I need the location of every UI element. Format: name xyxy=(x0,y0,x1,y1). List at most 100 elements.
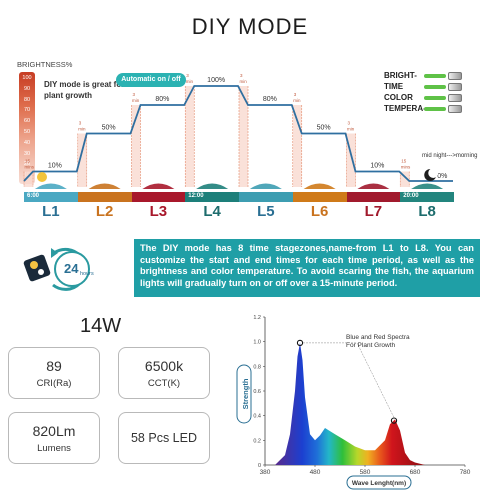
ramp-band xyxy=(292,105,302,187)
spec-value: 89 xyxy=(46,358,62,374)
segment-bump xyxy=(196,183,229,189)
ramp-duration-label: 3 xyxy=(240,73,243,78)
level-percent-l3: 80% xyxy=(155,96,169,103)
brightness-scale-bar: 100908070605040302010 xyxy=(19,72,35,184)
ramp-band xyxy=(185,86,195,187)
slider-knob-icon xyxy=(448,93,462,102)
ramp-duration-unit: mins xyxy=(401,165,411,170)
y-tick-label: 0.6 xyxy=(253,389,261,395)
ramp-duration-label: 3 xyxy=(133,92,136,97)
24-hours-clock-icon: 24 hours xyxy=(23,247,94,291)
segment-bump xyxy=(303,183,336,189)
ramp-band xyxy=(400,171,410,187)
x-tick-label: 380 xyxy=(260,469,271,476)
level-label-l1: L1 xyxy=(42,203,60,220)
y-label-pill xyxy=(236,364,252,424)
spec-value: 6500k xyxy=(144,358,184,374)
time-label-l8: 20:00 xyxy=(403,193,419,199)
diy-note: DIY mode is great for plant growth xyxy=(44,80,125,100)
segment-l5 xyxy=(239,192,293,202)
slider-knob-icon xyxy=(448,104,462,113)
ramp-band xyxy=(77,133,87,187)
ramp-duration-unit: min xyxy=(240,79,248,84)
spectrum-annotation: Blue and Red Spectra xyxy=(346,334,410,341)
auto-on-off-badge: Automatic on / off xyxy=(116,73,186,87)
legend-brightness: BRIGHT- xyxy=(384,71,462,80)
segment-bump xyxy=(34,183,67,189)
level-label-l3: L3 xyxy=(149,203,168,220)
clock-number: 24 xyxy=(64,261,79,276)
brightness-tick: 60 xyxy=(23,118,31,125)
legend-color: COLOR xyxy=(384,93,462,102)
spec-unit: Lumens xyxy=(37,443,71,454)
annotation-leader xyxy=(356,342,395,418)
spectrum-peak-marker xyxy=(296,339,304,347)
brightness-tick: 90 xyxy=(23,85,31,92)
ramp-duration-unit: min xyxy=(186,79,194,84)
y-tick-label: 1.0 xyxy=(253,340,261,346)
slider-knob-icon xyxy=(448,82,462,91)
segment-bump xyxy=(357,183,390,189)
x-tick-label: 780 xyxy=(460,469,471,476)
segment-bump xyxy=(249,183,282,189)
ramp-band xyxy=(24,171,33,187)
brightness-tick: 20 xyxy=(23,161,31,168)
ramp-band xyxy=(239,86,248,187)
segment-markers xyxy=(34,183,444,189)
ramp-duration-unit: min xyxy=(293,98,301,103)
level-percent-l8: 0% xyxy=(437,173,447,180)
ramp-duration-label: 3 xyxy=(79,121,82,126)
spectrum-annotation-line2: For Plant Growth xyxy=(346,342,396,349)
legend-time: TIME xyxy=(384,82,462,91)
spec-value: 820Lm xyxy=(32,423,76,439)
ramp-duration-label: 3 xyxy=(186,73,189,78)
brightness-tick: 40 xyxy=(23,139,31,146)
brightness-axis-label: BRIGHTNESS% xyxy=(17,60,73,69)
power-rating: 14W xyxy=(80,315,122,337)
brightness-tick: 30 xyxy=(23,150,31,157)
ramp-duration-label: 15 xyxy=(25,159,31,164)
brightness-step-line xyxy=(23,85,453,182)
y-tick-label: 0 xyxy=(258,463,261,469)
level-label-l2: L2 xyxy=(95,203,114,220)
spec-card-lumens: 820Lm Lumens xyxy=(8,412,100,464)
level-label-l8: L8 xyxy=(418,203,436,220)
clock-subtext: hours xyxy=(80,271,94,277)
ramp-duration-unit: mins xyxy=(25,165,35,170)
spec-value: 58 Pcs LED xyxy=(130,431,197,445)
x-axis-label-box: Wave Lenght(nm) xyxy=(346,475,412,490)
segment-l2 xyxy=(77,192,132,202)
segment-bump xyxy=(142,183,175,189)
x-tick-label: 680 xyxy=(410,469,421,476)
ramp-band xyxy=(346,133,356,187)
ramp-duration-unit: min xyxy=(347,127,355,132)
level-label-l7: L7 xyxy=(364,203,383,220)
page-title: DIY MODE xyxy=(191,14,309,39)
level-label-l5: L5 xyxy=(257,203,275,220)
brightness-tick: 100 xyxy=(22,75,32,81)
brightness-steps xyxy=(23,85,453,182)
ramp-duration-unit: min xyxy=(132,98,140,103)
description-box: The DIY mode has 8 time stagezones,name-… xyxy=(134,239,480,297)
ramp-duration-unit: min xyxy=(78,127,86,132)
spec-card-cct: 6500k CCT(K) xyxy=(118,347,210,399)
spectrum-area xyxy=(275,342,425,465)
y-axis-label: Strength xyxy=(241,378,250,409)
segment-l6 xyxy=(292,192,347,202)
level-percent-labels: 10% 50% 80% 100% 80% 50% 10% 0% xyxy=(37,77,447,182)
x-tick-label: 580 xyxy=(360,469,371,476)
y-tick-label: 1.2 xyxy=(253,315,261,321)
level-percent-l1: 10% xyxy=(48,163,62,170)
level-label-l4: L4 xyxy=(203,203,221,220)
midnight-morning-label: mid night--->morning xyxy=(422,153,478,159)
ramp-band xyxy=(131,105,141,187)
brightness-tick: 50 xyxy=(23,129,31,135)
level-percent-l7: 10% xyxy=(370,163,384,170)
brightness-tick: 80 xyxy=(23,96,31,103)
segment-l3 xyxy=(131,192,186,202)
x-tick-label: 480 xyxy=(310,469,321,476)
y-tick-label: 0.2 xyxy=(253,438,261,444)
spec-card-cri: 89 CRI(Ra) xyxy=(8,347,100,399)
